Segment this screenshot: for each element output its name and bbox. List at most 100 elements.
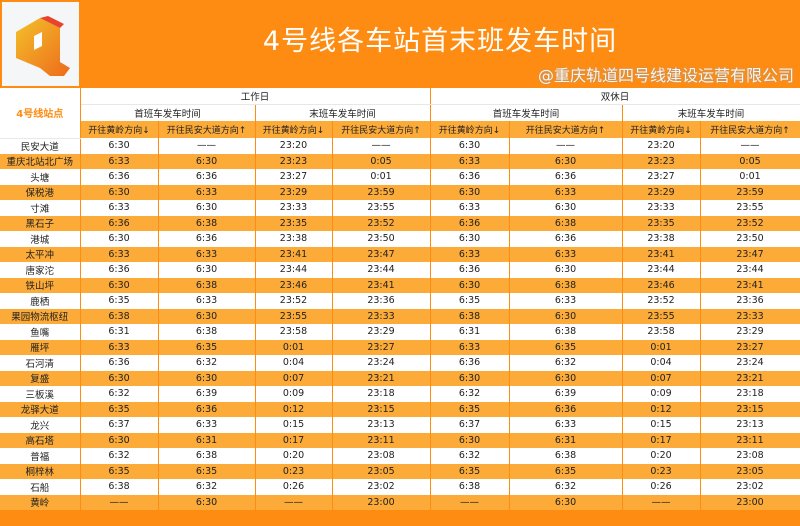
table-row: 果园物流枢纽 6:38 6:30 23:55 23:33 6:38 6:30 23:55 23:… (0, 308, 800, 324)
time-cell: 23:55 (700, 200, 800, 216)
time-cell: 6:33 (430, 339, 510, 355)
time-cell: 6:36 (509, 231, 623, 247)
time-cell: 6:33 (430, 246, 510, 262)
station-name: 雁坪 (0, 339, 81, 355)
q-logo-icon (2, 2, 79, 86)
time-cell: 6:32 (80, 386, 159, 402)
time-cell: 23:21 (700, 370, 800, 386)
time-cell: 0:05 (332, 153, 431, 169)
time-cell: 23:55 (332, 200, 431, 216)
time-cell: 6:30 (430, 432, 510, 448)
time-cell: 6:37 (430, 417, 510, 433)
time-cell: 23:11 (700, 432, 800, 448)
table-row: 石河清 6:36 6:32 0:04 23:24 6:36 6:32 0:04 23:24 (0, 355, 800, 371)
time-cell: 23:46 (255, 277, 333, 293)
time-cell: 23:52 (255, 293, 333, 309)
time-cell: 23:24 (332, 355, 431, 371)
time-cell: 23:52 (332, 215, 431, 231)
time-cell: 23:15 (700, 401, 800, 417)
time-cell: 6:33 (80, 339, 159, 355)
station-header: 4号线站点 (0, 88, 81, 139)
time-cell: 6:31 (430, 324, 510, 340)
table-row: 保税港 6:30 6:33 23:29 23:59 6:30 6:33 23:29 23:59 (0, 184, 800, 200)
table-row: 桐梓林 6:35 6:35 0:23 23:05 6:35 6:35 0:23 23:05 (0, 463, 800, 479)
time-cell: 6:33 (430, 200, 510, 216)
table-row: 民安大道 6:30 —— 23:20 —— 6:30 —— 23:20 —— (0, 138, 800, 154)
table-row: 鹿栖 6:35 6:33 23:52 23:36 6:35 6:33 23:52 23:36 (0, 293, 800, 309)
table-row: 石船 6:38 6:32 0:26 23:02 6:38 6:32 0:26 23:02 (0, 479, 800, 495)
time-cell: 6:33 (158, 293, 256, 309)
time-cell: 23:29 (700, 324, 800, 340)
time-cell: 6:38 (158, 277, 256, 293)
time-cell: 6:38 (158, 448, 256, 464)
time-cell: 6:35 (158, 463, 256, 479)
station-name: 太平冲 (0, 246, 81, 262)
watermark: @重庆轨道四号线建设运营有限公司 (537, 66, 794, 85)
station-name: 港城 (0, 231, 81, 247)
time-cell: 6:36 (80, 262, 159, 278)
time-cell: 23:47 (700, 246, 800, 262)
time-cell: 6:30 (509, 153, 623, 169)
time-cell: 23:44 (700, 262, 800, 278)
time-cell: 6:32 (430, 386, 510, 402)
time-cell: 6:35 (80, 401, 159, 417)
time-cell: 6:30 (158, 308, 256, 324)
time-cell: 23:38 (255, 231, 333, 247)
table-row: 头塘 6:36 6:36 23:27 0:01 6:36 6:36 23:27 0:01 (0, 169, 800, 185)
table-row: 高石塔 6:30 6:31 0:17 23:11 6:30 6:31 0:17 23:11 (0, 432, 800, 448)
time-cell: 6:39 (158, 386, 256, 402)
time-cell: 6:36 (509, 169, 623, 185)
station-name: 鹿栖 (0, 293, 81, 309)
time-cell: 6:30 (509, 308, 623, 324)
time-cell: 23:27 (622, 169, 701, 185)
time-cell: 23:00 (332, 494, 431, 510)
direction-huangling: 开往黄岭方向↓ (430, 121, 510, 138)
table-row: 铁山坪 6:30 6:38 23:46 23:41 6:30 6:38 23:46 23:41 (0, 277, 800, 293)
station-name: 三板溪 (0, 386, 81, 402)
time-cell: 0:01 (255, 339, 333, 355)
time-cell: 6:36 (509, 401, 623, 417)
time-cell: 6:30 (80, 370, 159, 386)
time-cell: 6:30 (80, 231, 159, 247)
time-cell: 23:59 (332, 184, 431, 200)
time-cell: 6:39 (509, 386, 623, 402)
time-cell: 6:30 (430, 184, 510, 200)
time-cell: 6:31 (158, 432, 256, 448)
station-name: 龙兴 (0, 417, 81, 433)
time-cell: 23:44 (332, 262, 431, 278)
time-cell: 6:35 (158, 339, 256, 355)
time-cell: 6:31 (80, 324, 159, 340)
time-cell: 0:04 (255, 355, 333, 371)
time-cell: 6:36 (430, 169, 510, 185)
time-cell: 6:38 (509, 277, 623, 293)
time-cell: 6:36 (158, 401, 256, 417)
time-cell: 0:23 (255, 463, 333, 479)
timetable: 4号线站点 工作日 双休日 首班车发车时间 末班车发车时间 首班车发车时间 末班… (0, 88, 800, 510)
subgroup-first: 首班车发车时间 (80, 104, 256, 121)
time-cell: 23:44 (255, 262, 333, 278)
direction-huangling: 开往黄岭方向↓ (80, 121, 159, 138)
time-cell: 6:33 (509, 417, 623, 433)
time-cell: 0:20 (622, 448, 701, 464)
time-cell: 0:01 (622, 339, 701, 355)
time-cell: 6:33 (158, 246, 256, 262)
time-cell: 6:38 (509, 448, 623, 464)
station-name: 头塘 (0, 169, 81, 185)
time-cell: 23:36 (700, 293, 800, 309)
time-cell: —— (80, 494, 159, 510)
time-cell: 23:11 (332, 432, 431, 448)
station-name: 龙驿大道 (0, 401, 81, 417)
direction-minan: 开往民安大道方向↑ (332, 121, 431, 138)
time-cell: 6:38 (80, 479, 159, 495)
table-row: 黑石子 6:36 6:38 23:35 23:52 6:36 6:38 23:35 23:52 (0, 215, 800, 231)
time-cell: 6:30 (80, 432, 159, 448)
station-name: 民安大道 (0, 138, 81, 154)
time-cell: 6:31 (509, 432, 623, 448)
time-cell: 6:33 (158, 184, 256, 200)
time-cell: 0:01 (332, 169, 431, 185)
time-cell: 0:26 (622, 479, 701, 495)
station-name: 黄岭 (0, 494, 81, 510)
time-cell: 23:46 (622, 277, 701, 293)
time-cell: 6:36 (430, 262, 510, 278)
time-cell: 6:36 (80, 215, 159, 231)
